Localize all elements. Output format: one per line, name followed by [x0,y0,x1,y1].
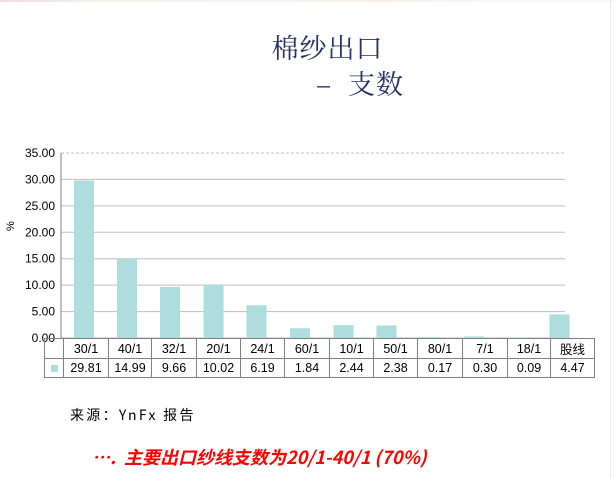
svg-text:5.00: 5.00 [32,305,56,319]
svg-text:30.00: 30.00 [25,172,55,186]
svg-text:10.00: 10.00 [25,278,55,292]
svg-text:25.00: 25.00 [25,199,55,213]
svg-text:35.00: 35.00 [25,146,55,160]
svg-text:15.00: 15.00 [25,252,55,266]
svg-text:20.00: 20.00 [25,225,55,239]
